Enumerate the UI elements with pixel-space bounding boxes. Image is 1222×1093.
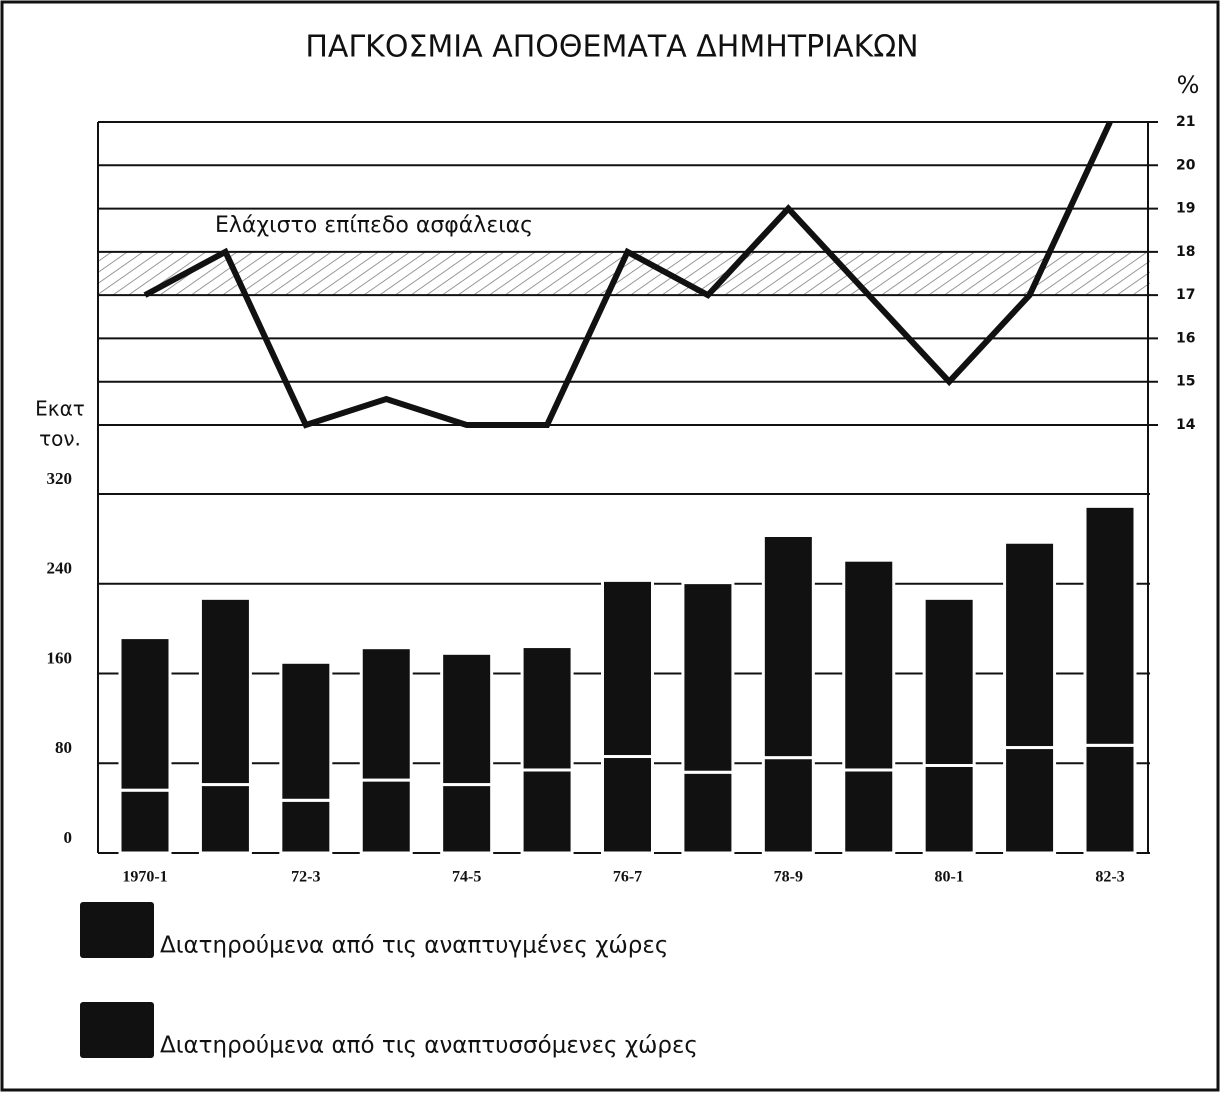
x-tick-label: 1970-1 — [122, 869, 167, 886]
bar — [1003, 746, 1057, 855]
line — [143, 120, 1113, 429]
bar — [1083, 743, 1137, 855]
bar — [1083, 504, 1137, 747]
bar — [842, 558, 896, 772]
bar — [520, 645, 574, 772]
y2-tick-label: 20 — [1176, 157, 1196, 173]
legend-label: Διατηρούμενα από τις αναπτυγμένες χώρες — [160, 933, 668, 959]
bar — [520, 768, 574, 855]
y2-tick-label: 21 — [1176, 114, 1195, 130]
y-axis-label: Εκατ — [35, 397, 85, 421]
bar — [279, 660, 333, 802]
legend-swatch — [80, 1002, 154, 1058]
x-tick-label: 80-1 — [935, 869, 964, 886]
bar — [118, 788, 172, 855]
x-tick-label: 78-9 — [774, 869, 803, 886]
y2-tick-label: 19 — [1176, 201, 1195, 217]
y2-tick-label: 15 — [1176, 374, 1195, 390]
bar — [601, 755, 654, 855]
x-tick-label: 72-3 — [291, 869, 320, 886]
bar — [198, 783, 252, 855]
legend-swatch — [80, 902, 154, 958]
y2-tick-label: 18 — [1176, 244, 1195, 260]
legend-label: Διατηρούμενα από τις αναπτυσσόμενες χώρε… — [160, 1033, 698, 1059]
bar — [761, 756, 815, 855]
bar — [198, 596, 252, 787]
bar — [440, 783, 494, 855]
bar — [279, 798, 333, 855]
bar — [359, 646, 413, 782]
y-tick-label: 0 — [64, 828, 73, 847]
bar — [601, 578, 654, 759]
bar — [1003, 540, 1057, 750]
bar — [359, 778, 413, 855]
bar — [922, 763, 976, 855]
y-tick-label: 240 — [47, 559, 73, 578]
x-tick-label: 76-7 — [613, 869, 642, 886]
y-axis-label: τον. — [39, 427, 81, 451]
annotation: Ελάχιστο επίπεδο ασφάλειας — [215, 213, 533, 238]
y-tick-label: 80 — [55, 738, 72, 757]
bar — [681, 581, 735, 774]
y2-tick-label: 16 — [1176, 330, 1195, 346]
bar — [118, 636, 172, 792]
bar — [440, 651, 494, 787]
bar — [842, 768, 896, 855]
x-tick-label: 82-3 — [1095, 869, 1124, 886]
chart-title: ΠΑΓΚΟΣΜΙΑ ΑΠΟΘΕΜΑΤΑ ΔΗΜΗΤΡΙΑΚΩΝ — [305, 30, 918, 65]
bar — [761, 534, 815, 760]
y-tick-label: 160 — [47, 648, 73, 667]
bar — [922, 596, 976, 767]
y2-tick-label: 14 — [1176, 417, 1196, 433]
y-tick-label: 320 — [47, 469, 73, 488]
bar — [681, 770, 735, 855]
y2-tick-label: 17 — [1176, 287, 1195, 303]
x-tick-label: 74-5 — [452, 869, 481, 886]
y2-axis-label: % — [1177, 71, 1200, 99]
